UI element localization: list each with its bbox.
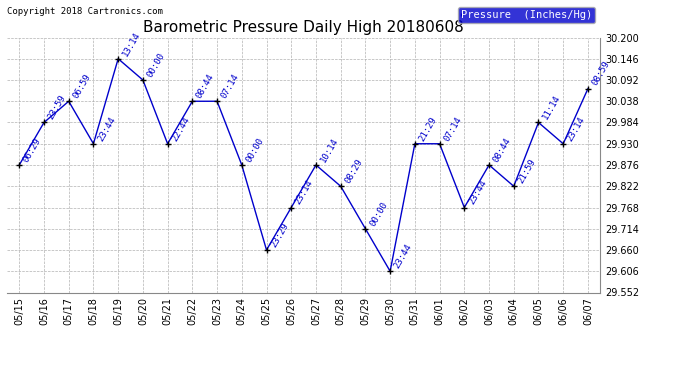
Text: 00:00: 00:00 bbox=[146, 51, 166, 79]
Legend: Pressure  (Inches/Hg): Pressure (Inches/Hg) bbox=[457, 7, 595, 23]
Text: 21:59: 21:59 bbox=[516, 157, 538, 185]
Text: 08:29: 08:29 bbox=[343, 157, 364, 185]
Text: 23:14: 23:14 bbox=[566, 115, 587, 142]
Text: Copyright 2018 Cartronics.com: Copyright 2018 Cartronics.com bbox=[7, 7, 163, 16]
Text: 08:44: 08:44 bbox=[195, 72, 216, 100]
Text: 23:29: 23:29 bbox=[269, 221, 290, 249]
Text: 06:59: 06:59 bbox=[71, 72, 92, 100]
Text: 23:44: 23:44 bbox=[96, 115, 117, 142]
Text: 23:44: 23:44 bbox=[466, 178, 488, 206]
Text: 10:14: 10:14 bbox=[318, 136, 339, 164]
Text: 21:29: 21:29 bbox=[417, 115, 439, 142]
Text: 13:14: 13:14 bbox=[121, 30, 142, 58]
Title: Barometric Pressure Daily High 20180608: Barometric Pressure Daily High 20180608 bbox=[144, 20, 464, 35]
Text: 07:14: 07:14 bbox=[219, 72, 241, 100]
Text: 23:59: 23:59 bbox=[46, 93, 68, 122]
Text: 08:44: 08:44 bbox=[491, 136, 513, 164]
Text: 11:14: 11:14 bbox=[541, 93, 562, 122]
Text: 22:44: 22:44 bbox=[170, 115, 191, 142]
Text: 00:00: 00:00 bbox=[244, 136, 266, 164]
Text: 06:29: 06:29 bbox=[22, 136, 43, 164]
Text: 08:59: 08:59 bbox=[591, 60, 611, 87]
Text: 00:00: 00:00 bbox=[368, 200, 389, 228]
Text: 07:14: 07:14 bbox=[442, 115, 463, 142]
Text: 23:44: 23:44 bbox=[393, 242, 414, 270]
Text: 23:14: 23:14 bbox=[294, 178, 315, 206]
